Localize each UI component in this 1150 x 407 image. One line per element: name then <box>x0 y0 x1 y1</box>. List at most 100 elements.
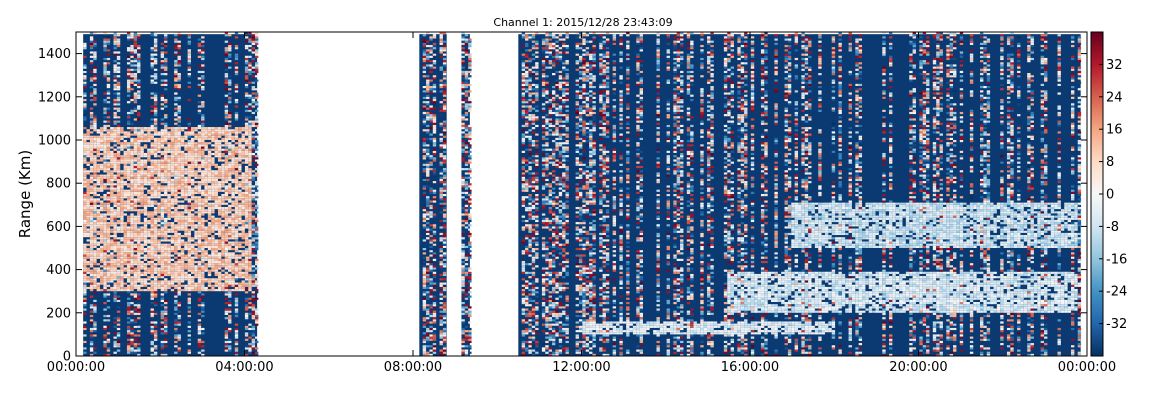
heatmap-cell <box>103 243 107 246</box>
heatmap-cell <box>207 260 212 264</box>
heatmap-cell <box>194 133 198 136</box>
heatmap-cell <box>197 323 202 326</box>
heatmap-cell <box>207 174 212 177</box>
heatmap-cell <box>103 135 107 138</box>
heatmap-cell <box>167 146 171 149</box>
heatmap-cell <box>93 306 97 309</box>
heatmap-cell <box>126 222 131 225</box>
heatmap-cell <box>96 232 101 236</box>
heatmap-cell <box>201 213 205 216</box>
heatmap-cell <box>126 226 131 229</box>
heatmap-cell <box>89 276 94 279</box>
heatmap-cell <box>439 178 443 182</box>
heatmap-cell <box>187 273 191 277</box>
heatmap-cell <box>255 64 259 67</box>
heatmap-cell <box>187 155 191 158</box>
heatmap-cell <box>164 235 168 238</box>
heatmap-cell <box>184 168 188 171</box>
heatmap-cell <box>244 40 249 43</box>
heatmap-cell <box>228 226 232 229</box>
heatmap-cell <box>153 98 158 102</box>
heatmap-cell <box>241 252 245 255</box>
heatmap-cell <box>177 237 181 240</box>
heatmap-cell <box>207 191 212 194</box>
heatmap-cell <box>197 297 202 300</box>
heatmap-cell <box>93 187 97 190</box>
heatmap-cell <box>251 187 256 190</box>
heatmap-cell <box>177 64 181 67</box>
heatmap-cell <box>426 310 430 313</box>
heatmap-cell <box>170 146 175 149</box>
heatmap-cell <box>426 237 430 240</box>
heatmap-cell <box>231 278 235 281</box>
heatmap-cell <box>251 40 256 43</box>
heatmap-cell <box>83 248 87 251</box>
heatmap-cell <box>86 152 90 156</box>
heatmap-cell <box>224 137 229 140</box>
heatmap-cell <box>103 70 107 74</box>
heatmap-cell <box>439 293 443 296</box>
heatmap-cell <box>150 245 154 248</box>
heatmap-cell <box>170 178 175 182</box>
heatmap-cell <box>126 284 131 287</box>
heatmap-cell <box>96 152 101 156</box>
heatmap-cell <box>83 200 87 203</box>
heatmap-cell <box>123 235 127 238</box>
heatmap-cell <box>422 53 427 56</box>
heatmap-cell <box>201 70 205 74</box>
heatmap-cell <box>244 176 249 179</box>
heatmap-cell <box>177 226 181 229</box>
heatmap-cell <box>93 155 97 158</box>
heatmap-cell <box>251 291 256 294</box>
heatmap-cell <box>187 53 191 56</box>
heatmap-cell <box>116 204 121 207</box>
heatmap-cell <box>150 239 154 242</box>
heatmap-cell <box>221 286 225 290</box>
heatmap-cell <box>426 168 430 171</box>
heatmap-cell <box>103 49 107 52</box>
heatmap-cell <box>83 321 87 324</box>
heatmap-cell <box>426 101 430 104</box>
heatmap-cell <box>160 330 165 333</box>
heatmap-cell <box>187 187 191 190</box>
heatmap-cell <box>116 83 121 86</box>
heatmap-cell <box>429 111 433 115</box>
heatmap-cell <box>153 81 158 84</box>
heatmap-cell <box>143 152 148 156</box>
heatmap-cell <box>113 295 117 298</box>
heatmap-cell <box>241 209 245 212</box>
heatmap-cell <box>103 289 107 292</box>
heatmap-cell <box>89 256 94 259</box>
heatmap-cell <box>255 34 259 37</box>
heatmap-cell <box>244 60 249 63</box>
heatmap-cell <box>137 252 141 255</box>
heatmap-cell <box>170 150 175 153</box>
heatmap-cell <box>207 176 212 179</box>
heatmap-cell <box>133 178 138 182</box>
heatmap-cell <box>422 215 427 218</box>
heatmap-cell <box>248 345 252 348</box>
heatmap-cell <box>133 38 138 41</box>
heatmap-cell <box>150 248 154 251</box>
heatmap-cell <box>174 278 178 281</box>
heatmap-cell <box>123 194 127 197</box>
heatmap-cell <box>201 36 205 39</box>
heatmap-cell <box>130 200 134 203</box>
heatmap-cell <box>103 140 107 143</box>
heatmap-cell <box>422 213 427 216</box>
heatmap-cell <box>214 226 218 229</box>
heatmap-cell <box>93 209 97 212</box>
heatmap-cell <box>89 319 94 322</box>
heatmap-cell <box>130 49 134 52</box>
heatmap-cell <box>103 129 107 132</box>
heatmap-cell <box>180 254 185 257</box>
heatmap-cell <box>113 189 117 192</box>
heatmap-cell <box>224 103 229 106</box>
heatmap-cell <box>180 271 185 274</box>
heatmap-cell <box>116 163 121 166</box>
heatmap-cell <box>130 83 134 86</box>
heatmap-cell <box>244 194 249 197</box>
heatmap-cell <box>130 204 134 207</box>
heatmap-cell <box>83 170 87 173</box>
heatmap-cell <box>157 258 161 261</box>
